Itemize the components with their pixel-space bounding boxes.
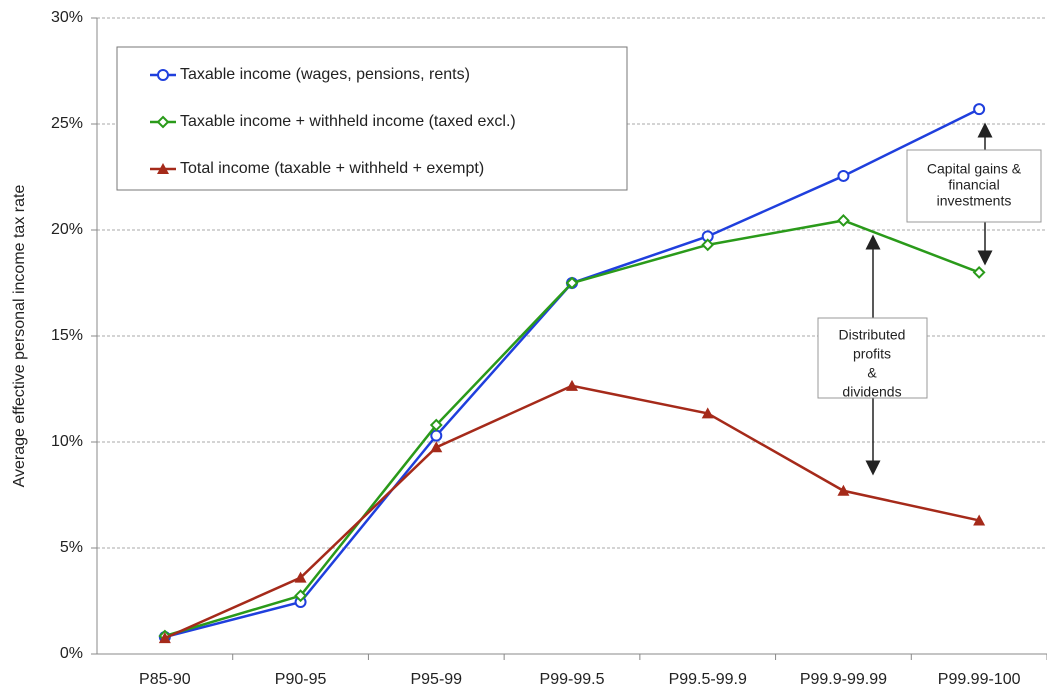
annotation: Distributed — [839, 327, 906, 343]
x-tick-label: P90-95 — [275, 671, 327, 688]
legend-marker — [157, 163, 169, 174]
x-tick-label: P99.5-99.9 — [669, 671, 747, 688]
x-tick-label: P85-90 — [139, 671, 191, 688]
point — [158, 632, 171, 644]
y-axis-label: Average effective personal income tax ra… — [11, 185, 28, 488]
point — [973, 514, 986, 526]
point — [565, 276, 579, 290]
point — [294, 589, 307, 603]
annotation: financial — [948, 177, 999, 193]
point — [837, 484, 850, 496]
point — [701, 238, 715, 252]
annotation: profits — [853, 346, 891, 362]
point — [566, 379, 578, 391]
point — [701, 407, 714, 419]
y-tick-label: 25% — [51, 115, 83, 132]
point — [972, 265, 986, 279]
y-tick-label: 5% — [60, 539, 83, 556]
annotation-box — [906, 149, 1042, 223]
x-tick-label: P95-99 — [410, 671, 462, 688]
y-tick-label: 15% — [51, 327, 83, 344]
annotation-box — [817, 317, 928, 399]
x-tick-label: P99.9-99.99 — [800, 671, 887, 688]
point — [837, 214, 850, 227]
annotation: dividends — [842, 384, 901, 400]
y-tick-label: 10% — [51, 433, 83, 450]
legend-label: Taxable income (wages, pensions, rents) — [180, 66, 470, 83]
legend-label: Total income (taxable + withheld + exemp… — [180, 160, 484, 177]
y-tick-label: 30% — [51, 9, 83, 26]
y-tick-label: 20% — [51, 221, 83, 238]
legend-marker — [156, 115, 170, 129]
point — [430, 441, 443, 453]
legend-label: Taxable income + withheld income (taxed … — [180, 113, 516, 130]
legend — [116, 46, 628, 191]
annotation: Capital gains & — [927, 161, 1022, 177]
x-tick-label: P99-99.5 — [540, 671, 605, 688]
point — [837, 169, 850, 182]
point — [430, 429, 443, 442]
point — [429, 418, 443, 432]
annotation: investments — [937, 193, 1012, 209]
x-tick-label: P99.99-100 — [938, 671, 1021, 688]
annotation: & — [867, 365, 877, 381]
point — [973, 103, 986, 116]
y-tick-label: 0% — [60, 645, 83, 662]
legend-marker — [157, 69, 169, 81]
point — [294, 571, 307, 583]
